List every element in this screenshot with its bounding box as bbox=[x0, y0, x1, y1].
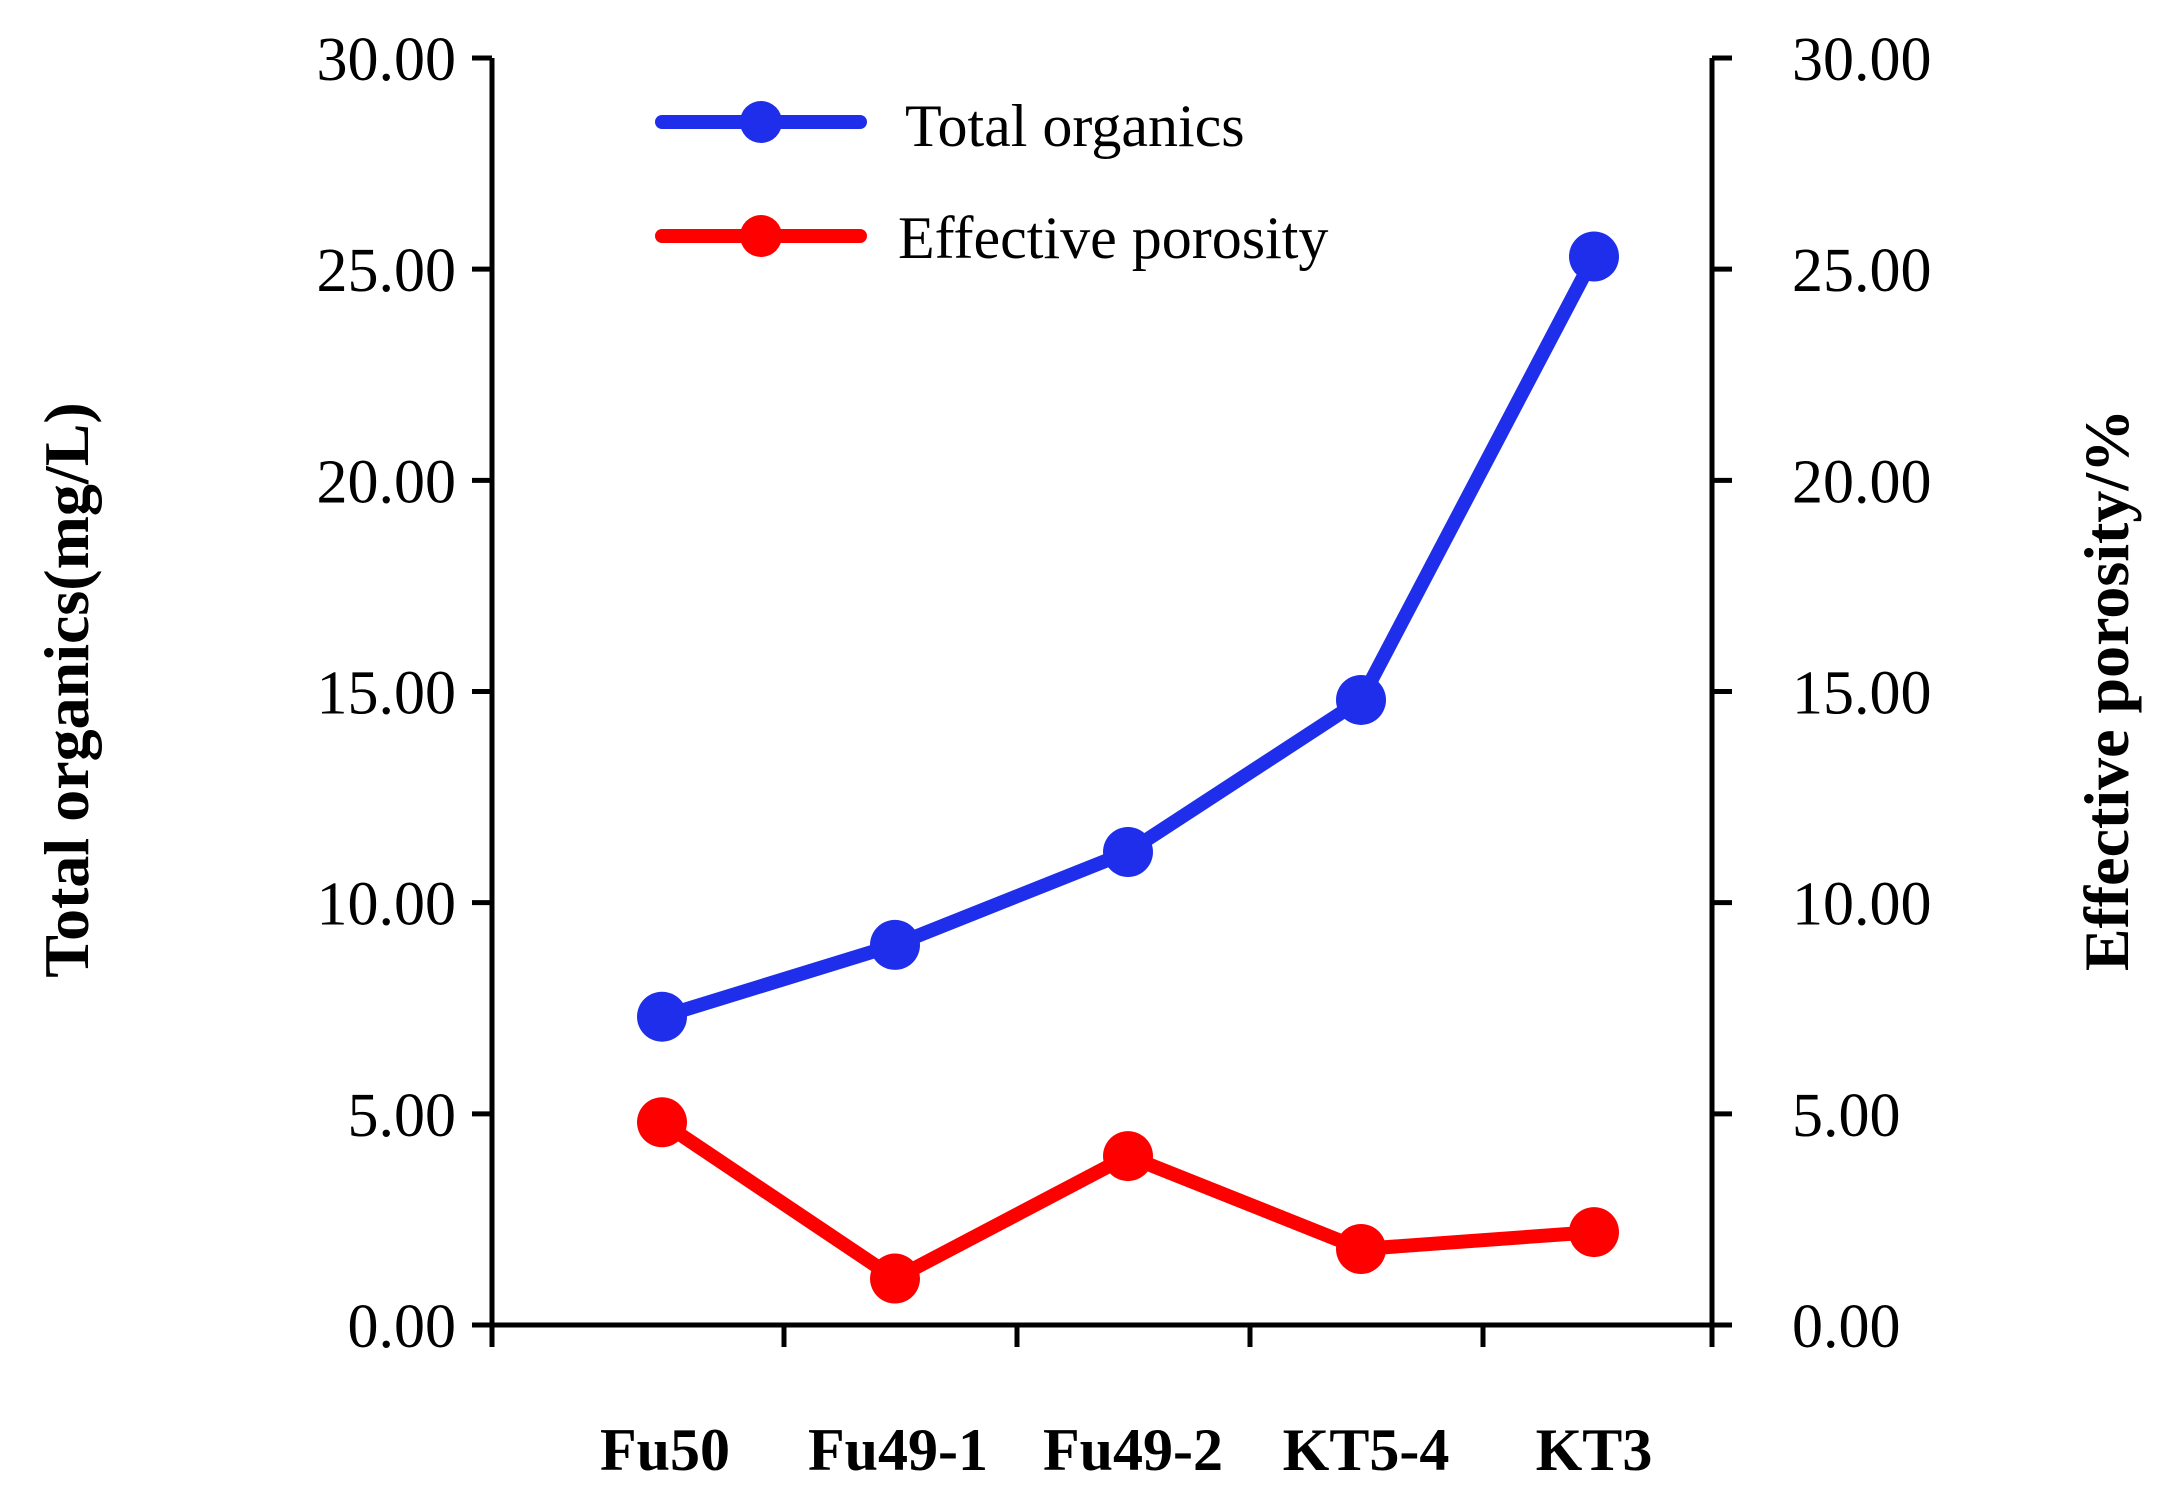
right-y-tick-label: 20.00 bbox=[1792, 448, 1932, 516]
right-y-tick-label: 0.00 bbox=[1792, 1293, 1901, 1361]
series-line-total-organics bbox=[655, 249, 1601, 1024]
data-point-total-organics bbox=[637, 991, 687, 1042]
data-point-total-organics bbox=[1103, 826, 1153, 877]
x-tick-label: Fu49-1 bbox=[808, 1417, 988, 1483]
left-y-tick-label: 25.00 bbox=[317, 237, 457, 305]
right-y-tick-label: 10.00 bbox=[1792, 871, 1932, 939]
data-point-total-organics bbox=[1336, 674, 1386, 725]
x-tick-label: KT5-4 bbox=[1283, 1417, 1450, 1483]
right-y-tick-label: 15.00 bbox=[1792, 660, 1932, 728]
legend-effective-porosity-marker bbox=[740, 215, 782, 257]
data-point-effective-porosity bbox=[1569, 1207, 1619, 1258]
data-point-effective-porosity bbox=[1336, 1223, 1386, 1274]
right-y-tick-label: 5.00 bbox=[1792, 1082, 1901, 1150]
left-y-tick-label: 30.00 bbox=[317, 26, 457, 94]
legend-effective-porosity-label: Effective porosity bbox=[898, 205, 1328, 271]
left-y-tick-labels: 0.00 5.00 10.00 15.00 20.00 25.00 30.00 bbox=[317, 26, 457, 1361]
legend-total-organics-label: Total organics bbox=[905, 93, 1245, 159]
ticks-layer bbox=[472, 55, 1732, 1347]
left-y-tick-label: 0.00 bbox=[348, 1293, 457, 1361]
data-point-effective-porosity bbox=[637, 1097, 687, 1148]
left-y-tick-label: 5.00 bbox=[348, 1082, 457, 1150]
x-tick-label: Fu50 bbox=[600, 1417, 730, 1483]
data-point-effective-porosity bbox=[870, 1253, 920, 1304]
y-axis-right-title: Effective porosity/% bbox=[2071, 409, 2142, 971]
data-point-total-organics bbox=[1569, 231, 1619, 282]
data-point-effective-porosity bbox=[1103, 1131, 1153, 1182]
data-point-total-organics bbox=[870, 919, 920, 970]
x-tick-label: Fu49-2 bbox=[1043, 1417, 1223, 1483]
right-y-tick-labels: 0.00 5.00 10.00 15.00 20.00 25.00 30.00 bbox=[1792, 26, 1932, 1361]
x-tick-label: KT3 bbox=[1536, 1417, 1653, 1483]
left-y-tick-label: 15.00 bbox=[317, 660, 457, 728]
left-y-tick-label: 10.00 bbox=[317, 871, 457, 939]
right-y-tick-label: 30.00 bbox=[1792, 26, 1932, 94]
legend-total-organics-marker bbox=[740, 101, 782, 143]
right-y-tick-label: 25.00 bbox=[1792, 237, 1932, 305]
y-axis-left-title: Total organics(mg/L) bbox=[31, 402, 102, 977]
series-layer bbox=[637, 231, 1619, 1304]
legend: Total organics Effective porosity bbox=[655, 93, 1328, 271]
x-tick-labels: Fu50 Fu49-1 Fu49-2 KT5-4 KT3 bbox=[600, 1417, 1652, 1483]
left-y-tick-label: 20.00 bbox=[317, 448, 457, 516]
